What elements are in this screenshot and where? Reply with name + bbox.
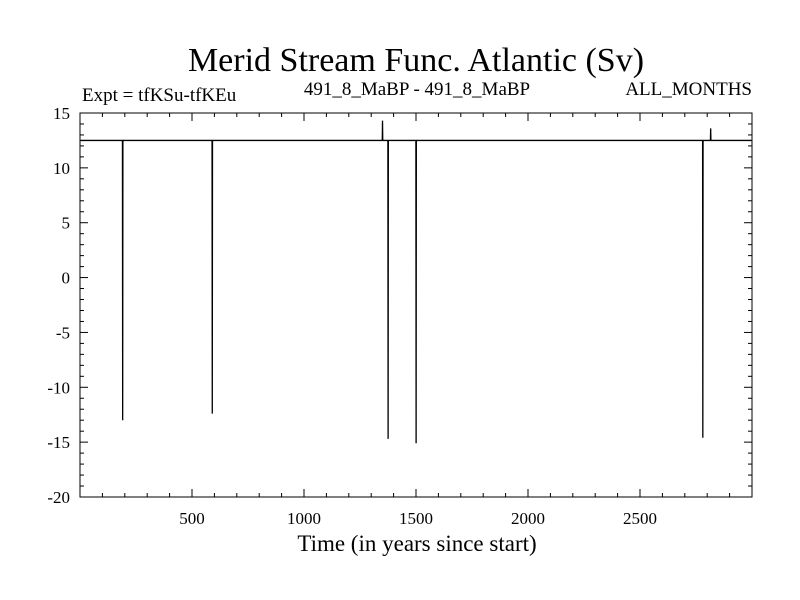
series-line <box>80 120 752 444</box>
y-tick-label: 10 <box>53 159 70 178</box>
y-tick-label: -10 <box>47 378 70 397</box>
x-tick-label: 2500 <box>623 509 657 528</box>
y-tick-label: 5 <box>62 214 71 233</box>
chart-title: Merid Stream Func. Atlantic (Sv) <box>188 42 644 79</box>
x-tick-label: 500 <box>179 509 205 528</box>
y-tick-label: -15 <box>47 433 70 452</box>
season-label: ALL_MONTHS <box>625 79 752 100</box>
period-label: 491_8_MaBP - 491_8_MaBP <box>304 79 530 100</box>
x-axis-label: Time (in years since start) <box>297 531 536 556</box>
y-tick-label: 0 <box>62 269 71 288</box>
x-tick-label: 2000 <box>511 509 545 528</box>
x-tick-label: 1500 <box>399 509 433 528</box>
y-tick-label: -20 <box>47 488 70 507</box>
y-tick-label: -5 <box>56 323 70 342</box>
y-tick-label: 15 <box>53 104 70 123</box>
experiment-label: Expt = tfKSu-tfKEu <box>82 85 237 106</box>
data-series-layer <box>80 120 752 444</box>
x-tick-label: 1000 <box>287 509 321 528</box>
plot-frame <box>79 112 753 498</box>
axes-layer: 15 10 5 0 -5 -10 -15 -20 500 1000 1500 2000 2500 <box>47 104 752 528</box>
